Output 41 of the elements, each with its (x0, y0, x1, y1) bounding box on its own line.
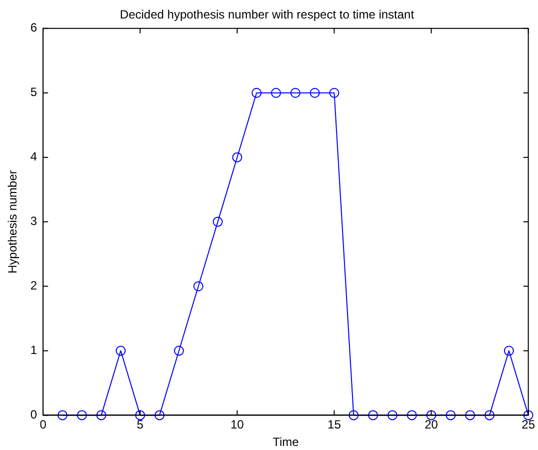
x-tick-label: 0 (40, 418, 47, 432)
point (523, 410, 534, 420)
point (212, 216, 223, 227)
point (135, 410, 146, 420)
point (446, 410, 456, 420)
point (329, 88, 340, 98)
x-axis-title: Time (272, 435, 300, 450)
y-tick-label: 1 (30, 343, 38, 358)
point (484, 410, 495, 420)
point (252, 88, 262, 98)
point (406, 410, 417, 420)
point (387, 410, 398, 420)
y-tick-label: 4 (30, 150, 38, 164)
point (232, 152, 242, 162)
point (310, 88, 320, 98)
point (174, 346, 184, 356)
x-tick-label: 20 (424, 418, 438, 432)
point (270, 88, 281, 98)
point (348, 410, 359, 420)
point (504, 346, 514, 356)
y-tick-label: 0 (30, 408, 38, 422)
point (76, 410, 87, 420)
point (426, 410, 436, 420)
y-tick-label: 3 (30, 214, 38, 228)
point (57, 410, 68, 420)
y-tick-label: 5 (30, 85, 38, 100)
y-axis-title: Hypothesis number (6, 170, 20, 274)
point (116, 346, 126, 356)
x-tick-label: 15 (328, 418, 342, 432)
point (193, 281, 204, 292)
y-tick-label: 6 (30, 20, 38, 35)
point (368, 410, 378, 420)
x-tick-label: 25 (522, 418, 536, 432)
chart-title: Decided hypothesis number with respect to time instant (120, 8, 415, 22)
point (96, 410, 106, 420)
x-tick-label: 10 (230, 418, 244, 432)
x-tick-label: 5 (136, 418, 144, 432)
point (465, 410, 476, 420)
point (154, 410, 165, 420)
point (290, 88, 300, 98)
y-tick-label: 2 (30, 278, 38, 293)
